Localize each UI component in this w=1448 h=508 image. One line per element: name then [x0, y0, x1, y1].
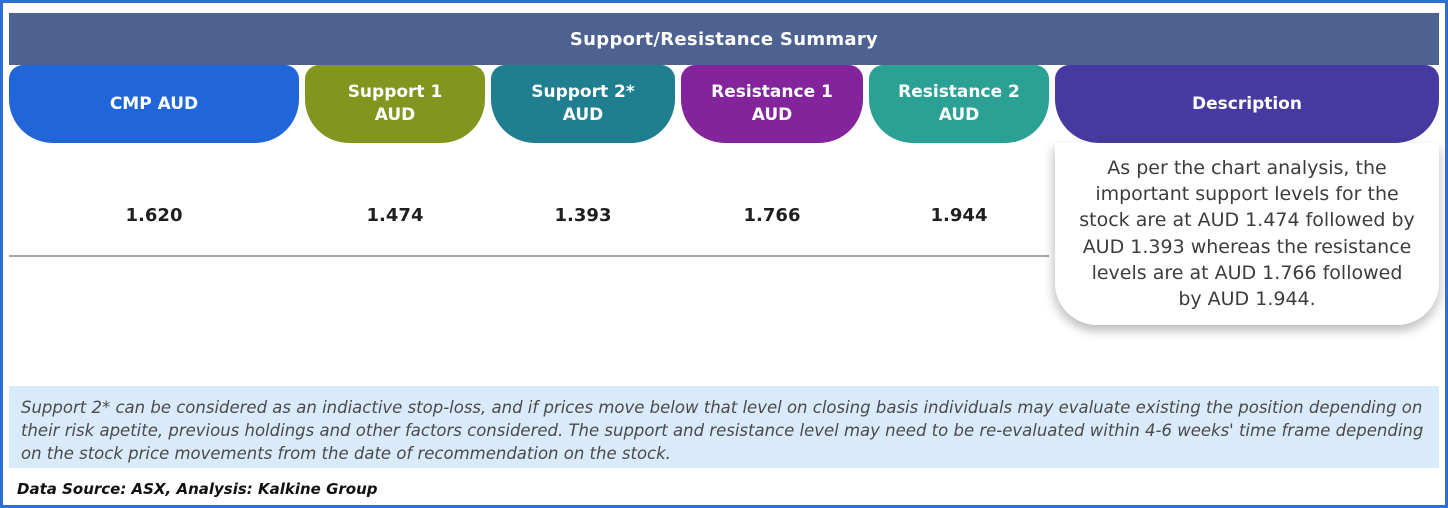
column-header-support1: Support 1 AUD	[305, 65, 485, 143]
column-header-label: Description	[1192, 93, 1302, 114]
value-row: 1.620 1.474 1.393 1.766 1.944	[9, 143, 1439, 226]
column-header-label: AUD	[374, 105, 416, 125]
column-header-cmp: CMP AUD	[9, 65, 299, 143]
data-source-note: Data Source: ASX, Analysis: Kalkine Grou…	[17, 480, 378, 498]
column-header-label: Resistance 2	[898, 82, 1020, 103]
column-header-label: CMP AUD	[109, 93, 199, 114]
column-header-resistance1: Resistance 1 AUD	[681, 65, 863, 143]
table-title: Support/Resistance Summary	[569, 28, 879, 50]
value-resistance2: 1.944	[930, 205, 988, 226]
row-divider-line	[9, 255, 1049, 257]
column-header-row: CMP AUD Support 1 AUD Support 2* AUD Res…	[9, 65, 1439, 143]
column-header-support2: Support 2* AUD	[491, 65, 675, 143]
description-text: As per the chart analysis, the important…	[1079, 157, 1415, 311]
value-support1: 1.474	[366, 205, 424, 226]
column-header-description: Description	[1055, 65, 1439, 143]
column-header-label: AUD	[751, 105, 793, 125]
column-header-label: AUD	[562, 105, 604, 125]
value-cmp: 1.620	[125, 205, 183, 226]
description-card: As per the chart analysis, the important…	[1055, 143, 1439, 325]
column-header-resistance2: Resistance 2 AUD	[869, 65, 1049, 143]
value-support2: 1.393	[554, 205, 612, 226]
column-header-label: Resistance 1	[711, 82, 833, 103]
disclaimer-box: Support 2* can be considered as an india…	[9, 386, 1439, 468]
column-header-label: Support 1	[347, 82, 443, 103]
column-header-label: AUD	[938, 105, 980, 125]
column-header-label: Support 2*	[531, 82, 635, 103]
table-title-bar: Support/Resistance Summary	[9, 13, 1439, 65]
value-resistance1: 1.766	[743, 205, 801, 226]
disclaimer-text: Support 2* can be considered as an india…	[21, 398, 1424, 464]
